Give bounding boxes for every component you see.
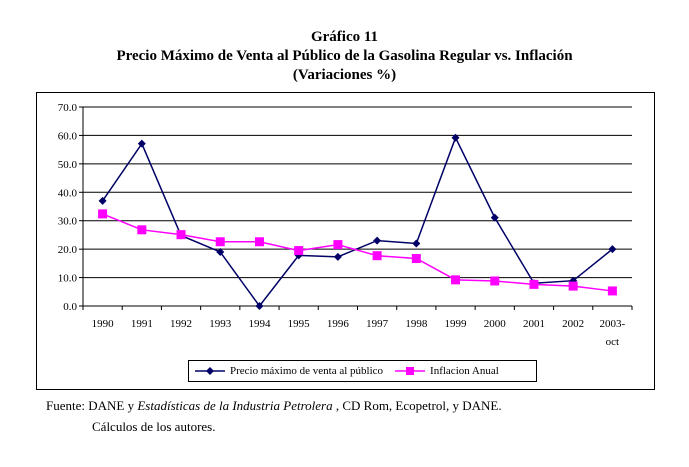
- y-tick-label: 20.0: [58, 244, 78, 256]
- y-tick-label: 60.0: [58, 130, 78, 142]
- data-point-precio: [216, 247, 225, 256]
- chart-title-line2: Precio Máximo de Venta al Público de la …: [116, 48, 573, 64]
- x-tick-label: 1997: [366, 318, 389, 330]
- data-point-inflacion: [568, 281, 578, 291]
- x-tick-label: 2001: [523, 318, 545, 330]
- x-tick-label: 1991: [131, 318, 153, 330]
- data-point-inflacion: [529, 279, 539, 289]
- y-tick-label: 30.0: [58, 216, 78, 228]
- source-note: Fuente: DANE y Estadísticas de la Indust…: [46, 398, 502, 414]
- source-prefix: Fuente: DANE y: [46, 398, 138, 413]
- x-tick-label: 1998: [405, 318, 428, 330]
- data-point-precio: [255, 302, 264, 310]
- data-point-inflacion: [411, 254, 421, 264]
- x-tick-label: 1992: [170, 318, 192, 330]
- data-point-precio: [451, 133, 460, 142]
- data-point-inflacion: [372, 251, 382, 261]
- data-point-inflacion: [215, 237, 225, 247]
- x-tick-label: 2003-: [600, 318, 626, 330]
- data-point-inflacion: [137, 225, 147, 235]
- x-tick-label: 1996: [327, 318, 350, 330]
- x-tick-label: 1993: [209, 318, 232, 330]
- chart-frame: [36, 92, 655, 390]
- y-tick-label: 0.0: [63, 301, 77, 313]
- x-tick-label: 1990: [92, 318, 115, 330]
- legend: Precio máximo de venta al público Inflac…: [188, 360, 537, 382]
- data-point-inflacion: [98, 209, 108, 219]
- legend-item-inflacion: Inflacion Anual: [395, 365, 499, 377]
- x-tick-label: 1995: [288, 318, 311, 330]
- data-point-inflacion: [451, 275, 461, 285]
- data-point-precio: [98, 196, 107, 205]
- data-point-precio: [412, 239, 421, 248]
- x-tick-label: oct: [606, 336, 619, 348]
- calc-note: Cálculos de los autores.: [92, 419, 216, 434]
- data-point-inflacion: [607, 286, 617, 296]
- y-tick-label: 10.0: [58, 273, 78, 285]
- data-point-inflacion: [254, 237, 264, 247]
- chart-title-line1: Gráfico 11: [310, 29, 379, 45]
- x-tick-label: 2002: [562, 318, 584, 330]
- data-point-precio: [373, 236, 382, 245]
- legend-item-precio: Precio máximo de venta al público: [195, 365, 383, 377]
- data-point-inflacion: [176, 230, 186, 240]
- series-line-1: [102, 213, 613, 292]
- y-tick-label: 50.0: [58, 159, 78, 171]
- source-italic: Estadísticas de la Industria Petrolera: [137, 398, 333, 413]
- x-tick-label: 2000: [484, 318, 507, 330]
- data-point-precio: [608, 245, 617, 254]
- y-tick-label: 40.0: [58, 187, 78, 199]
- x-tick-label: 1999: [445, 318, 468, 330]
- source-suffix: , CD Rom, Ecopetrol, y DANE.: [332, 398, 502, 413]
- legend-label-precio: Precio máximo de venta al público: [230, 365, 384, 377]
- data-point-precio: [490, 213, 499, 222]
- data-point-precio: [333, 252, 342, 261]
- diamond-marker-icon: [195, 367, 225, 375]
- data-point-inflacion: [333, 240, 343, 250]
- chart-title-line3: (Variaciones %): [292, 67, 397, 83]
- data-point-inflacion: [490, 276, 500, 286]
- data-point-precio: [137, 139, 146, 148]
- legend-label-inflacion: Inflacion Anual: [430, 365, 499, 377]
- x-tick-label: 1994: [248, 318, 271, 330]
- data-point-inflacion: [294, 246, 304, 256]
- square-marker-icon: [395, 367, 426, 375]
- series-line-0: [101, 135, 613, 308]
- y-tick-label: 70.0: [58, 102, 78, 114]
